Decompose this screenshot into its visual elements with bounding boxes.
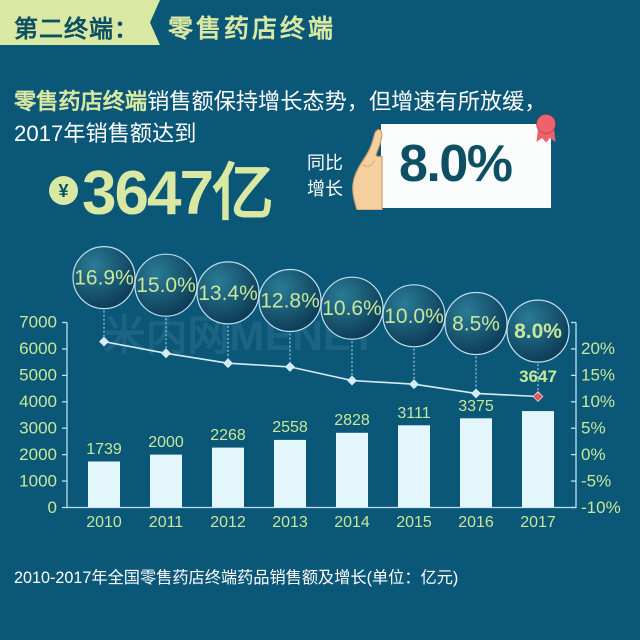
svg-text:0%: 0% xyxy=(581,445,606,464)
svg-text:7000: 7000 xyxy=(19,313,57,332)
svg-text:8.5%: 8.5% xyxy=(452,313,500,336)
svg-text:0: 0 xyxy=(48,498,57,517)
svg-text:12.8%: 12.8% xyxy=(260,290,320,313)
svg-text:3111: 3111 xyxy=(397,405,430,422)
svg-text:10%: 10% xyxy=(581,392,615,411)
svg-text:4000: 4000 xyxy=(19,392,57,411)
svg-text:10.0%: 10.0% xyxy=(384,305,444,328)
svg-text:2268: 2268 xyxy=(210,427,246,444)
svg-text:2011: 2011 xyxy=(149,514,184,530)
svg-text:2010: 2010 xyxy=(86,514,122,530)
svg-text:5%: 5% xyxy=(581,419,606,438)
svg-text:-5%: -5% xyxy=(581,472,611,491)
svg-text:2828: 2828 xyxy=(334,412,370,429)
svg-text:15%: 15% xyxy=(581,366,615,385)
svg-text:2000: 2000 xyxy=(19,445,57,464)
svg-text:1000: 1000 xyxy=(19,472,57,491)
svg-text:13.4%: 13.4% xyxy=(198,282,258,305)
svg-text:10.6%: 10.6% xyxy=(322,297,382,320)
svg-text:16.9%: 16.9% xyxy=(74,267,134,290)
svg-text:5000: 5000 xyxy=(19,366,57,385)
svg-text:2017: 2017 xyxy=(520,514,556,530)
svg-text:2000: 2000 xyxy=(148,434,184,451)
svg-text:2014: 2014 xyxy=(334,514,370,530)
svg-text:8.0%: 8.0% xyxy=(514,320,562,343)
svg-text:2016: 2016 xyxy=(458,514,494,530)
svg-text:2012: 2012 xyxy=(210,514,246,530)
svg-text:20%: 20% xyxy=(581,339,615,358)
svg-text:3000: 3000 xyxy=(19,419,57,438)
svg-text:2015: 2015 xyxy=(396,514,432,530)
svg-text:2013: 2013 xyxy=(272,514,308,530)
svg-text:15.0%: 15.0% xyxy=(136,274,196,297)
svg-text:6000: 6000 xyxy=(19,339,57,358)
svg-text:-10%: -10% xyxy=(581,498,621,517)
svg-text:3375: 3375 xyxy=(458,398,494,415)
svg-text:2558: 2558 xyxy=(272,419,308,436)
svg-text:1739: 1739 xyxy=(86,441,122,458)
